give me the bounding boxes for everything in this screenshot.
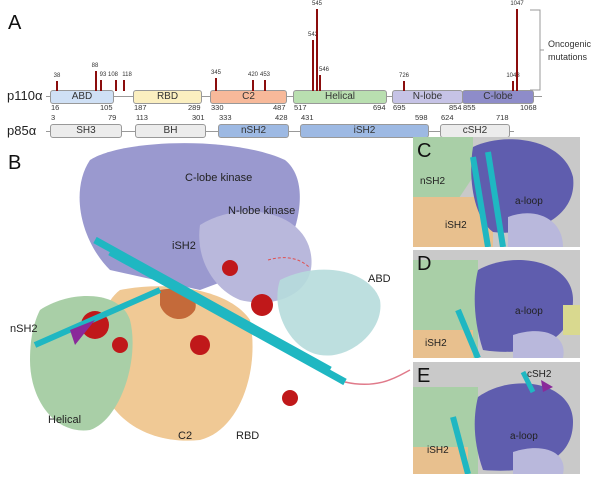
p85-domain-csh2: cSH2 bbox=[440, 124, 510, 138]
p85-nsh2-start: 333 bbox=[219, 113, 232, 122]
panel-e-label: E bbox=[417, 365, 431, 387]
label-ish2-c: iSH2 bbox=[445, 220, 467, 231]
mutation-label-1043: 1043 bbox=[506, 73, 520, 80]
mutation-label-420: 420 bbox=[247, 71, 259, 78]
mutation-bar-118 bbox=[123, 79, 125, 91]
p85-bh-start: 113 bbox=[136, 113, 148, 122]
label-helical: Helical bbox=[48, 414, 82, 426]
p110-n-lobe-start: 695 bbox=[393, 103, 406, 112]
mutation-label-108: 108 bbox=[107, 72, 119, 79]
mutation-bar-108 bbox=[115, 80, 117, 91]
p110-n-lobe-end: 854 bbox=[449, 103, 462, 112]
c2-rbd-surface bbox=[98, 286, 253, 441]
mutation-bar-542 bbox=[312, 40, 314, 91]
panel-b-label: B bbox=[8, 152, 22, 174]
mutation-label-38: 38 bbox=[53, 73, 61, 80]
label-aloop-e: a-loop bbox=[510, 431, 538, 442]
label-ish2-d: iSH2 bbox=[425, 338, 447, 349]
p110-c2-end: 487 bbox=[273, 103, 286, 112]
mutation-label-1047: 1047 bbox=[510, 1, 524, 7]
p110-helical-end: 694 bbox=[373, 103, 386, 112]
p85-domain-bh: BH bbox=[135, 124, 206, 138]
panel-d-label: D bbox=[417, 253, 432, 275]
label-nsh2-c: nSH2 bbox=[420, 176, 446, 187]
mutation-bar-453 bbox=[264, 80, 266, 91]
p85-label: p85α bbox=[7, 123, 37, 138]
mutation-bar-726 bbox=[403, 81, 405, 91]
p85-domain-nsh2: nSH2 bbox=[218, 124, 289, 138]
mutation-bar-88 bbox=[95, 71, 97, 91]
panel-a-label: A bbox=[8, 12, 22, 34]
p85-csh2-start: 624 bbox=[441, 113, 454, 122]
label-abd: ABD bbox=[368, 273, 391, 285]
p110-domain-c-lobe: C-lobe bbox=[462, 90, 534, 104]
mutation-bar-345 bbox=[215, 77, 217, 91]
mutation-bar-546 bbox=[319, 74, 321, 91]
mutation-bar-1043 bbox=[512, 81, 514, 91]
panel-c bbox=[413, 137, 580, 247]
mutation-label-545: 545 bbox=[311, 1, 323, 7]
p110-abd-start: 16 bbox=[51, 103, 60, 112]
panel-b-structure bbox=[30, 143, 411, 441]
p110-domain-rbd: RBD bbox=[133, 90, 202, 104]
mutation-label-93: 93 bbox=[99, 72, 107, 79]
mutation-label-546: 546 bbox=[318, 66, 330, 73]
p110-abd-end: 105 bbox=[100, 103, 113, 112]
p110-c-lobe-start: 855 bbox=[463, 103, 476, 112]
label-c2: C2 bbox=[178, 430, 193, 442]
p85-domain-ish2: iSH2 bbox=[300, 124, 429, 138]
p85-bh-end: 301 bbox=[192, 113, 205, 122]
p110-domain-helical: Helical bbox=[293, 90, 387, 104]
p110-domain-abd: ABD bbox=[50, 90, 114, 104]
label-n-lobe-kinase: N-lobe kinase bbox=[228, 205, 296, 217]
label-ish2-e: iSH2 bbox=[427, 445, 449, 456]
p110-helical-start: 517 bbox=[294, 103, 307, 112]
mutation-label-726: 726 bbox=[398, 73, 410, 80]
p85-sh3-end: 79 bbox=[108, 113, 117, 122]
oncogenic-bracket bbox=[530, 9, 544, 91]
p85-ish2-start: 431 bbox=[301, 113, 314, 122]
label-rbd: RBD bbox=[236, 430, 260, 442]
mutation-bar-420 bbox=[252, 79, 254, 91]
p110-c2-start: 330 bbox=[211, 103, 224, 112]
panel-e bbox=[413, 362, 580, 474]
label-c-lobe-kinase: C-lobe kinase bbox=[185, 172, 253, 184]
label-aloop-c: a-loop bbox=[515, 196, 543, 207]
mutation-label-88: 88 bbox=[91, 63, 99, 70]
p85-sh3-start: 3 bbox=[51, 113, 56, 122]
p110-rbd-start: 187 bbox=[134, 103, 147, 112]
p110-label: p110α bbox=[7, 88, 43, 103]
label-csh2-e: cSH2 bbox=[527, 369, 552, 380]
panel-d bbox=[413, 250, 580, 358]
mutation-bar-545 bbox=[316, 9, 318, 91]
p85-domain-sh3: SH3 bbox=[50, 124, 122, 138]
label-aloop-d: a-loop bbox=[515, 306, 543, 317]
mutation-bar-1047 bbox=[516, 9, 518, 91]
p110-c-lobe-end: 1068 bbox=[520, 103, 537, 112]
mutation-label-453: 453 bbox=[259, 72, 271, 79]
p85-ish2-end: 598 bbox=[415, 113, 428, 122]
oncogenic-mutations-label: Oncogenic mutations bbox=[548, 39, 592, 62]
mutation-label-118: 118 bbox=[122, 71, 132, 78]
label-ish2: iSH2 bbox=[172, 240, 196, 252]
mutation-bar-93 bbox=[100, 80, 102, 91]
label-nsh2: nSH2 bbox=[10, 323, 38, 335]
p110-domain-c2: C2 bbox=[210, 90, 287, 104]
p110-domain-n-lobe: N-lobe bbox=[392, 90, 463, 104]
mutation-label-345: 345 bbox=[210, 69, 222, 76]
p110-rbd-end: 289 bbox=[188, 103, 201, 112]
p85-csh2-end: 718 bbox=[496, 113, 509, 122]
abd-surface bbox=[277, 269, 381, 356]
p85-nsh2-end: 428 bbox=[275, 113, 288, 122]
panel-c-label: C bbox=[417, 140, 432, 162]
mutation-label-542: 542 bbox=[307, 32, 319, 39]
mutation-bar-38 bbox=[56, 81, 58, 91]
